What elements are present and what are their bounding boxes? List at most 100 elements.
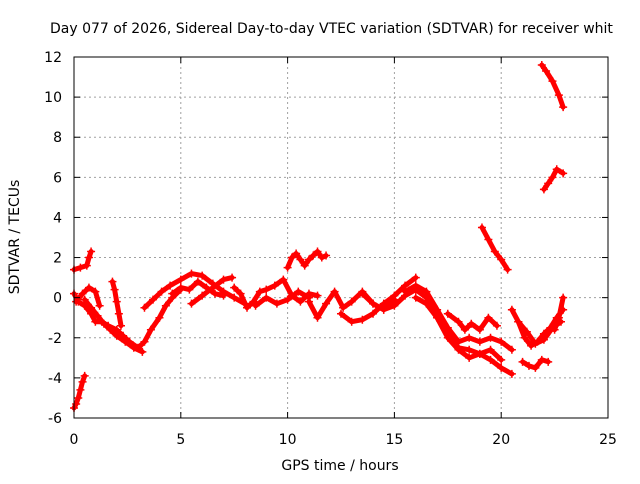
- data-point-marker: [243, 303, 252, 312]
- data-point-marker: [287, 253, 296, 262]
- y-tick-label: 6: [53, 170, 62, 186]
- y-tick-label: -2: [48, 331, 62, 347]
- data-point-marker: [484, 235, 493, 244]
- data-point-marker: [198, 271, 207, 280]
- x-tick-label: 15: [385, 432, 403, 448]
- data-point-marker: [80, 371, 89, 380]
- data-point-marker: [531, 363, 540, 372]
- y-tick-label: 4: [53, 210, 62, 226]
- data-point-marker: [249, 297, 258, 306]
- data-point-marker: [497, 255, 506, 264]
- data-point-marker: [87, 303, 96, 312]
- data-point-marker: [93, 311, 102, 320]
- data-point-marker: [208, 283, 217, 292]
- data-point-marker: [313, 247, 322, 256]
- data-point-marker: [78, 377, 87, 386]
- data-point-marker: [422, 299, 431, 308]
- data-point-marker: [187, 299, 196, 308]
- data-point-marker: [72, 297, 81, 306]
- data-point-marker: [138, 347, 147, 356]
- data-point-marker: [339, 303, 348, 312]
- data-point-marker: [542, 67, 551, 76]
- data-point-marker: [552, 165, 561, 174]
- data-point-marker: [219, 291, 228, 300]
- data-point-marker: [176, 275, 185, 284]
- data-point-marker: [262, 293, 271, 302]
- data-point-marker: [433, 305, 442, 314]
- data-point-marker: [146, 325, 155, 334]
- data-point-marker: [168, 289, 177, 298]
- data-point-marker: [358, 315, 367, 324]
- data-point-marker: [390, 301, 399, 310]
- data-point-marker: [347, 317, 356, 326]
- data-point-marker: [72, 399, 81, 408]
- data-point-marker: [548, 77, 557, 86]
- data-point-marker: [531, 339, 540, 348]
- data-point-marker: [537, 355, 546, 364]
- data-point-marker: [443, 329, 452, 338]
- data-point-marker: [527, 341, 536, 350]
- data-point-marker: [550, 325, 559, 334]
- series-arc-18: [443, 309, 501, 334]
- data-point-marker: [454, 317, 463, 326]
- y-tick-label: 0: [53, 291, 62, 307]
- series-arc-22: [518, 355, 553, 372]
- data-point-marker: [322, 251, 331, 260]
- data-point-marker: [99, 319, 108, 328]
- series-arc-17: [411, 293, 506, 364]
- data-point-marker: [537, 61, 546, 70]
- data-point-marker: [84, 283, 93, 292]
- y-tick-label: 12: [44, 50, 62, 66]
- data-point-marker: [187, 269, 196, 278]
- data-point-marker: [112, 297, 121, 306]
- data-point-marker: [228, 273, 237, 282]
- data-point-marker: [91, 287, 100, 296]
- data-point-marker: [522, 327, 531, 336]
- data-point-marker: [106, 325, 115, 334]
- data-point-marker: [486, 333, 495, 342]
- data-point-marker: [157, 287, 166, 296]
- y-tick-label: 2: [53, 251, 62, 267]
- data-point-marker: [317, 253, 326, 262]
- data-point-marker: [518, 357, 527, 366]
- data-point-marker: [80, 295, 89, 304]
- data-point-marker: [554, 91, 563, 100]
- data-point-marker: [433, 313, 442, 322]
- data-point-marker: [358, 289, 367, 298]
- data-point-marker: [166, 281, 175, 290]
- data-point-marker: [110, 285, 119, 294]
- x-tick-label: 10: [279, 432, 297, 448]
- y-axis-label: SDTVAR / TECUs: [7, 180, 23, 295]
- series-line: [71, 287, 184, 351]
- data-point-marker: [544, 357, 553, 366]
- data-point-marker: [292, 249, 301, 258]
- data-point-marker: [129, 343, 138, 352]
- data-point-marker: [84, 253, 93, 262]
- data-point-marker: [369, 309, 378, 318]
- data-point-marker: [411, 293, 420, 302]
- data-point-marker: [121, 337, 130, 346]
- data-point-marker: [465, 353, 474, 362]
- series-arc-19: [477, 223, 512, 274]
- series-arc-11: [251, 287, 313, 310]
- data-point-marker: [82, 261, 91, 270]
- data-point-marker: [465, 333, 474, 342]
- x-axis-label: GPS time / hours: [281, 458, 398, 474]
- series-arc-25: [550, 293, 568, 334]
- data-point-marker: [503, 265, 512, 274]
- series-line: [285, 249, 329, 271]
- data-point-marker: [443, 309, 452, 318]
- x-tick-label: 25: [599, 432, 617, 448]
- data-point-marker: [193, 277, 202, 286]
- data-point-marker: [330, 287, 339, 296]
- data-point-marker: [390, 291, 399, 300]
- data-point-marker: [140, 337, 149, 346]
- data-point-marker: [262, 285, 271, 294]
- data-point-marker: [460, 325, 469, 334]
- data-point-marker: [87, 247, 96, 256]
- data-point-marker: [520, 333, 529, 342]
- data-point-marker: [155, 313, 164, 322]
- y-tick-label: 8: [53, 130, 62, 146]
- data-point-marker: [176, 283, 185, 292]
